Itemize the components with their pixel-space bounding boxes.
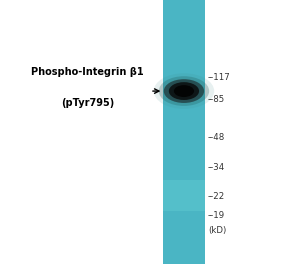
Text: --117: --117: [208, 73, 231, 82]
Ellipse shape: [154, 73, 214, 109]
Text: (pTyr795): (pTyr795): [61, 98, 114, 108]
Text: --19: --19: [208, 211, 225, 220]
Text: --48: --48: [208, 133, 225, 142]
Ellipse shape: [164, 79, 204, 103]
Ellipse shape: [174, 85, 194, 97]
Text: (kD): (kD): [208, 227, 226, 235]
Bar: [163, 180, 205, 211]
Bar: [163, 0, 205, 264]
Text: --22: --22: [208, 192, 225, 201]
Ellipse shape: [169, 82, 199, 100]
Ellipse shape: [159, 76, 209, 106]
Text: --34: --34: [208, 163, 225, 172]
Text: Phospho-Integrin β1: Phospho-Integrin β1: [31, 67, 144, 77]
Text: --85: --85: [208, 95, 225, 103]
